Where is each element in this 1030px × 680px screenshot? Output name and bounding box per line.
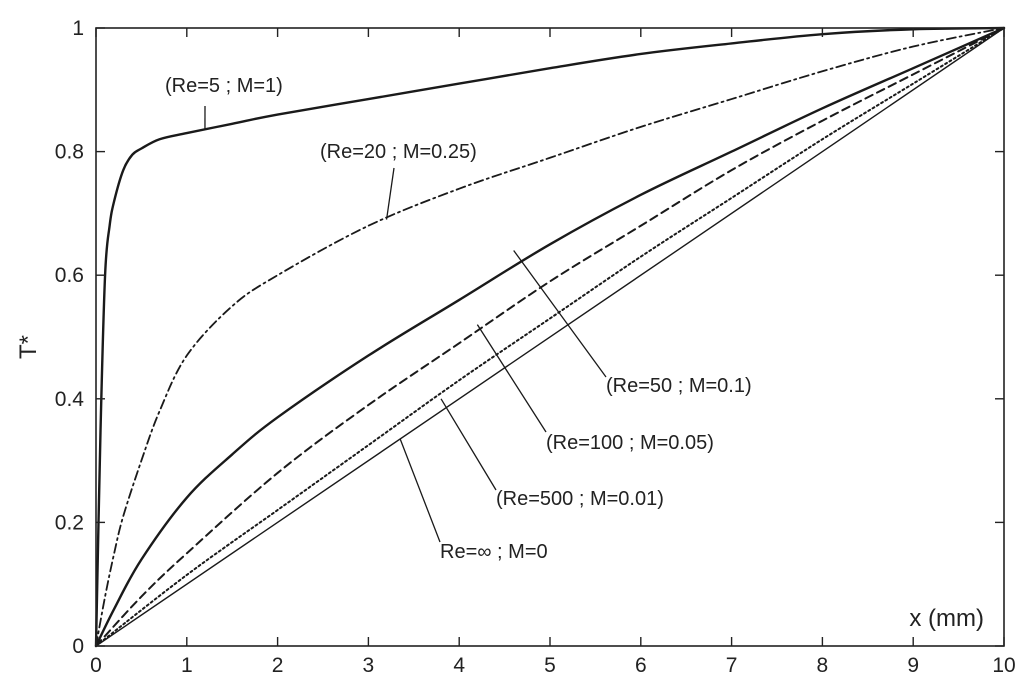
y-tick-label: 0 — [72, 635, 84, 658]
series-layer — [94, 26, 1006, 648]
y-tick-label: 0.4 — [55, 388, 85, 411]
annotation-leader — [476, 324, 547, 433]
series-line-2 — [95, 27, 1005, 647]
x-tick-label: 2 — [272, 654, 284, 677]
y-tick-label: 0.2 — [55, 511, 84, 534]
x-tick-label: 7 — [726, 654, 738, 677]
annotation-label-layer: (Re=5 ; M=1) (Re=20 ; M=0.25) (Re=50 ; M=0… — [165, 75, 752, 563]
x-tick-label: 10 — [992, 654, 1015, 677]
annotation-leader — [399, 438, 441, 543]
series-line-1 — [94, 26, 1006, 648]
series-annotation-label: (Re=20 ; M=0.25) — [320, 141, 477, 163]
x-tick-label: 9 — [907, 654, 919, 677]
series-line-6 — [95, 27, 1005, 647]
x-axis-label: x (mm) — [909, 605, 984, 632]
x-tick-label: 0 — [90, 654, 102, 677]
y-axis-label: T* — [15, 335, 42, 359]
annotation-leader — [513, 250, 607, 378]
series-annotation-label: Re=∞ ; M=0 — [440, 541, 548, 563]
tick-layer — [95, 27, 1005, 647]
series-line-5 — [95, 27, 1005, 647]
annotation-leader — [440, 398, 497, 491]
x-tick-label: 8 — [817, 654, 829, 677]
series-annotation-label: (Re=5 ; M=1) — [165, 75, 283, 97]
x-tick-label: 5 — [544, 654, 556, 677]
series-line-3 — [94, 26, 1006, 648]
x-tick-label: 1 — [181, 654, 193, 677]
series-line-4 — [95, 27, 1005, 647]
tick-label-layer: 0 1 2 3 4 5 6 7 8 9 10 0 0.2 0.4 0.6 0.8 1 — [55, 17, 1016, 677]
series-annotation-label: (Re=50 ; M=0.1) — [606, 375, 752, 397]
series-annotation-label: (Re=500 ; M=0.01) — [496, 488, 664, 510]
x-tick-label: 4 — [453, 654, 465, 677]
x-tick-label: 3 — [363, 654, 375, 677]
x-tick-label: 6 — [635, 654, 647, 677]
annotation-leader — [385, 167, 395, 220]
series-annotation-label: (Re=100 ; M=0.05) — [546, 432, 714, 454]
y-tick-label: 0.6 — [55, 264, 84, 287]
annotation-leader-layer — [204, 105, 607, 543]
y-tick-label: 1 — [72, 17, 84, 40]
y-tick-label: 0.8 — [55, 141, 84, 164]
